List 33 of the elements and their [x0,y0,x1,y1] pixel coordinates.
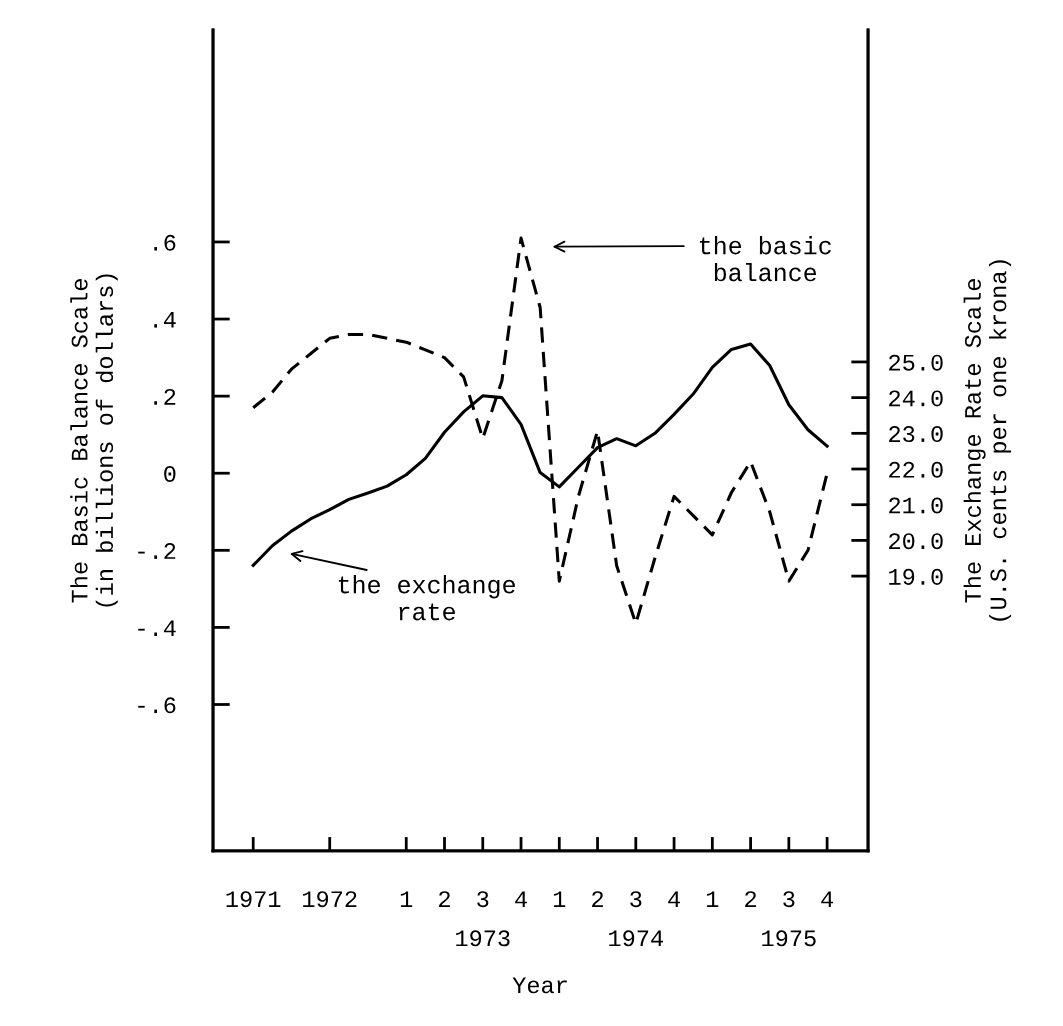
y2-tick-label: 22.0 [889,461,943,478]
x-tick-label: 1972 [303,891,357,908]
y-tick-label: .2 [154,388,176,405]
x-tick-label: 1 [400,891,413,907]
x-tick-label: 4 [821,891,833,907]
annotation: the basic balance [700,236,831,282]
y-tick-label: -.2 [138,543,176,559]
y2-tick-label: 19.0 [889,568,943,585]
x-tick-label: 1 [553,891,566,907]
x-tick-label: 1 [706,891,719,907]
x-tick-label: 2 [745,891,756,907]
y2-tick-label: 21.0 [889,497,943,514]
x-tick-label: 3 1975 [762,891,816,947]
x-tick-label: 4 [668,891,680,907]
x-tick-label: 2 [439,891,450,907]
y-axis-title: The Basic Balance Scale (in billions of dollars) [70,274,118,607]
annotation: the exchange rate [338,575,515,621]
x-axis-title: Year [512,977,567,994]
y-tick-label: .6 [154,234,176,251]
x-tick-label: 2 [592,891,603,907]
y-tick-label: .4 [154,312,176,328]
y2-tick-label: 20.0 [889,533,943,550]
y-tick-label: -.4 [138,620,176,636]
y2-tick-label: 23.0 [889,426,943,443]
y-tick-label: -.6 [138,697,176,714]
y-tick-label: 0 [164,465,176,483]
x-tick-label: 1971 [226,891,281,908]
x-tick-label: 3 1973 [456,891,510,947]
y2-tick-label: 25.0 [889,354,943,371]
y2-tick-label: 24.0 [889,390,943,407]
x-tick-label: 4 [515,891,527,907]
x-tick-label: 3 1974 [609,891,663,947]
y2-axis-title: The Exchange Rate Scale (U.S. cents per one krona) [963,260,1012,621]
